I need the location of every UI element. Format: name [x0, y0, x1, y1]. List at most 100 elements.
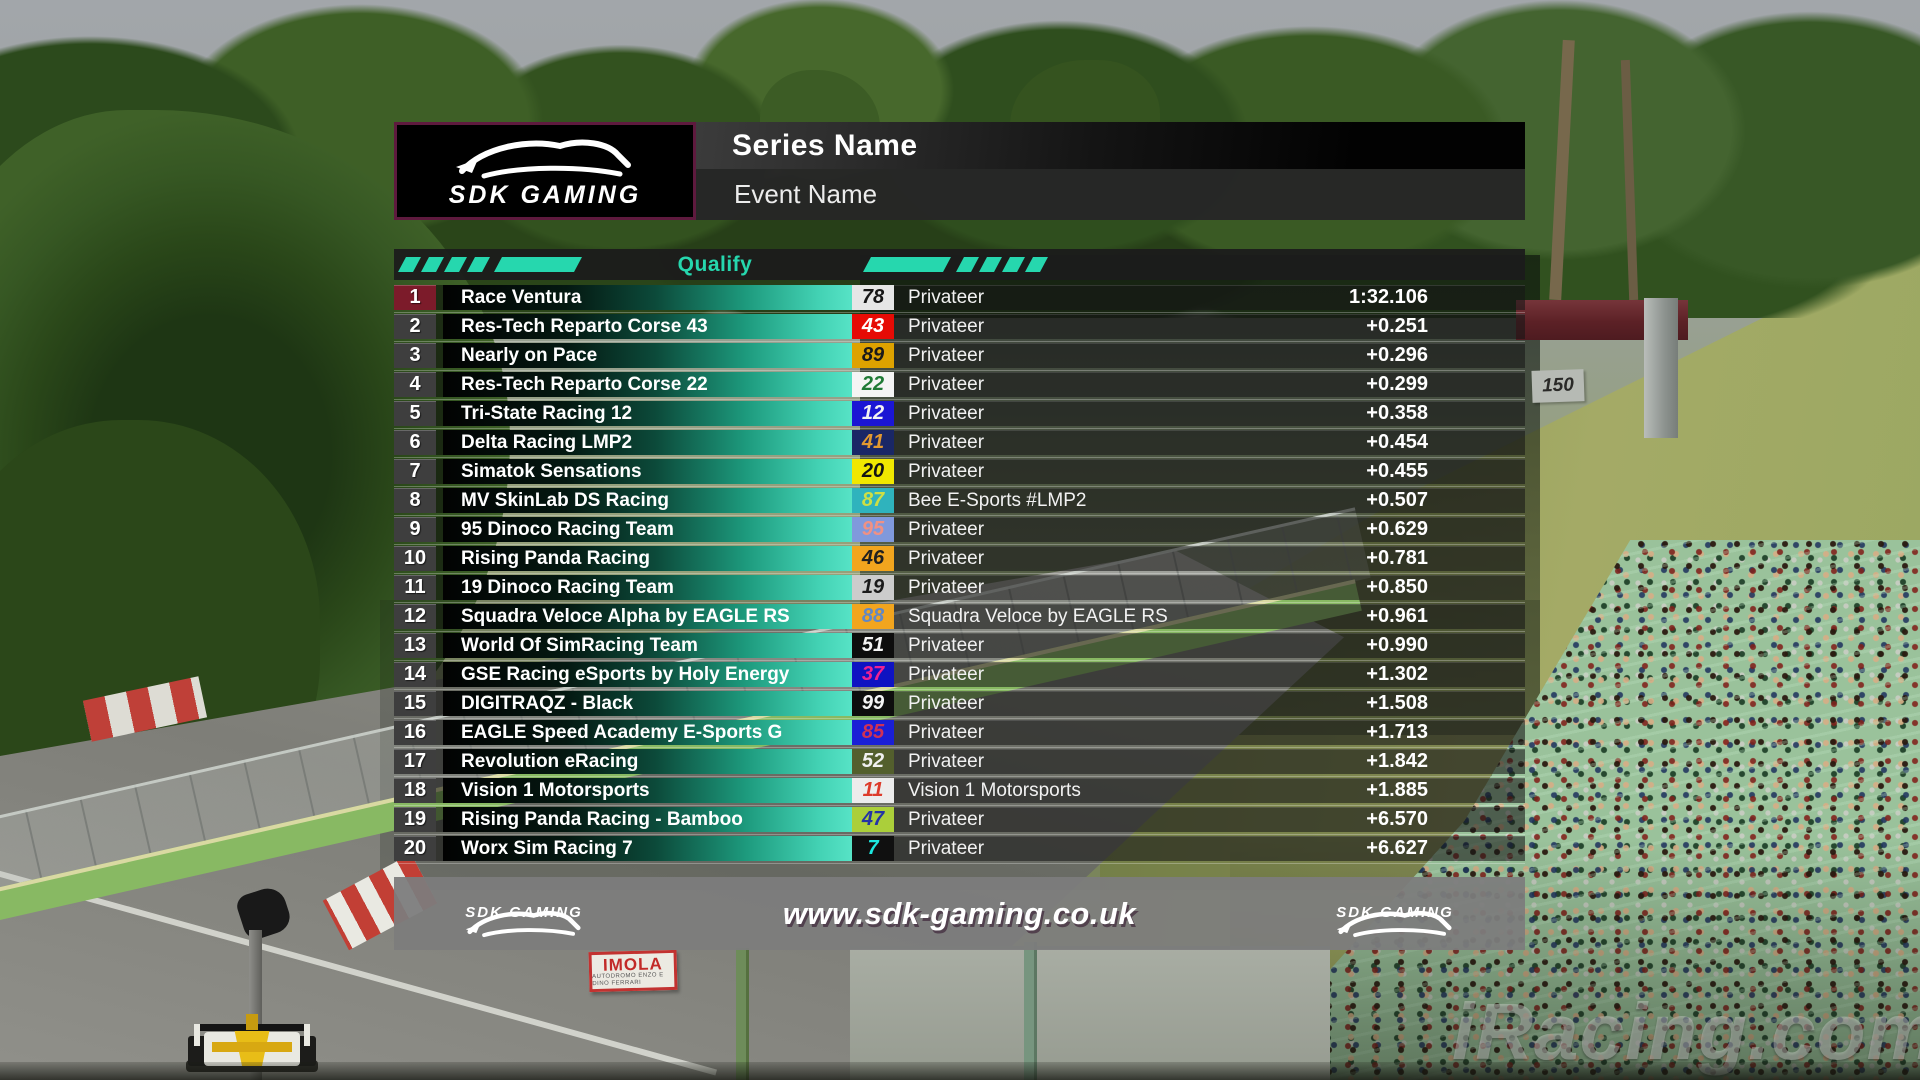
time-gap: +1.508 [1366, 692, 1428, 714]
team-cell: Privateer +0.990 [894, 633, 1525, 658]
car-number-badge: 37 [852, 662, 894, 687]
time-gap: +0.629 [1366, 518, 1428, 540]
time-gap: +1.713 [1366, 721, 1428, 743]
car-number-badge: 19 [852, 575, 894, 600]
result-row: 3 Nearly on Pace 89 Privateer +0.296 [394, 343, 1525, 371]
car-number-badge: 41 [852, 430, 894, 455]
team-cell: Privateer +1.842 [894, 749, 1525, 774]
position-cell: 3 [394, 343, 436, 368]
fence-post [736, 948, 749, 1080]
position-cell: 19 [394, 807, 436, 832]
car-number-badge: 51 [852, 633, 894, 658]
team-cell: Privateer +0.296 [894, 343, 1525, 368]
cell-gap [436, 517, 443, 542]
imola-sign: IMOLA AUTODROMO ENZO E DINO FERRARI [588, 949, 678, 993]
result-row: 17 Revolution eRacing 52 Privateer +1.84… [394, 749, 1525, 777]
time-gap: +1.302 [1366, 663, 1428, 685]
car-number-badge: 78 [852, 285, 894, 310]
result-row: 12 Squadra Veloce Alpha by EAGLE RS 88 S… [394, 604, 1525, 632]
cell-gap [436, 836, 443, 861]
driver-name-cell: MV SkinLab DS Racing [443, 488, 852, 513]
position-cell: 6 [394, 430, 436, 455]
result-row: 5 Tri-State Racing 12 12 Privateer +0.35… [394, 401, 1525, 429]
position-cell: 13 [394, 633, 436, 658]
position-cell: 15 [394, 691, 436, 716]
accent-stripe [398, 257, 421, 272]
driver-name-cell: 95 Dinoco Racing Team [443, 517, 852, 542]
car-number-badge: 46 [852, 546, 894, 571]
team-cell: Squadra Veloce by EAGLE RS +0.961 [894, 604, 1525, 629]
team-cell: Privateer +0.251 [894, 314, 1525, 339]
team-cell: Bee E-Sports #LMP2 +0.507 [894, 488, 1525, 513]
result-row: 10 Rising Panda Racing 46 Privateer +0.7… [394, 546, 1525, 574]
time-gap: +0.455 [1366, 460, 1428, 482]
team-cell: Privateer +0.455 [894, 459, 1525, 484]
accent-stripe [421, 257, 444, 272]
event-name: Event Name [734, 179, 878, 209]
cell-gap [436, 546, 443, 571]
results-table: 1 Race Ventura 78 Privateer 1:32.106 2 R… [394, 285, 1525, 865]
position-cell: 12 [394, 604, 436, 629]
cell-gap [436, 575, 443, 600]
team-name: Privateer [908, 635, 985, 656]
car-number-badge: 20 [852, 459, 894, 484]
position-cell: 7 [394, 459, 436, 484]
team-name: Privateer [908, 809, 985, 830]
position-cell: 9 [394, 517, 436, 542]
cell-gap [436, 285, 443, 310]
driver-name-cell: Tri-State Racing 12 [443, 401, 852, 426]
qualify-results-bar: Qualify results [394, 249, 1525, 307]
team-name: Privateer [908, 693, 985, 714]
driver-name-cell: Simatok Sensations [443, 459, 852, 484]
accent-stripe [979, 257, 1002, 272]
time-gap: +0.358 [1366, 402, 1428, 424]
car-number-badge: 88 [852, 604, 894, 629]
cell-gap [436, 401, 443, 426]
time-gap: +0.781 [1366, 547, 1428, 569]
position-cell: 10 [394, 546, 436, 571]
team-name: Bee E-Sports #LMP2 [908, 490, 1087, 511]
driver-name-cell: EAGLE Speed Academy E-Sports G [443, 720, 852, 745]
car-number-badge: 52 [852, 749, 894, 774]
team-name: Privateer [908, 548, 985, 569]
footer-logo-left: SDK GAMING [394, 904, 654, 937]
driver-name-cell: Rising Panda Racing [443, 546, 852, 571]
position-cell: 18 [394, 778, 436, 803]
distance-board-150: 150 [1531, 369, 1585, 403]
driver-name-cell: DIGITRAQZ - Black [443, 691, 852, 716]
car-number-badge: 7 [852, 836, 894, 861]
results-overlay-panel: Series Name Event Name SDK GAMING Qualif… [394, 122, 1525, 952]
cell-gap [436, 372, 443, 397]
car-number-badge: 95 [852, 517, 894, 542]
time-gap: +0.296 [1366, 344, 1428, 366]
position-cell: 16 [394, 720, 436, 745]
sdk-car-logo-icon [465, 910, 581, 937]
result-row: 15 DIGITRAQZ - Black 99 Privateer +1.508 [394, 691, 1525, 719]
team-cell: Privateer +6.627 [894, 836, 1525, 861]
result-row: 11 19 Dinoco Racing Team 19 Privateer +0… [394, 575, 1525, 603]
time-gap: +0.454 [1366, 431, 1428, 453]
team-cell: Vision 1 Motorsports +1.885 [894, 778, 1525, 803]
accent-stripe [444, 257, 467, 272]
position-cell: 20 [394, 836, 436, 861]
result-row: 4 Res-Tech Reparto Corse 22 22 Privateer… [394, 372, 1525, 400]
team-name: Privateer [908, 577, 985, 598]
driver-name-cell: Rising Panda Racing - Bamboo [443, 807, 852, 832]
accent-bar [863, 257, 951, 272]
time-gap: +0.299 [1366, 373, 1428, 395]
driver-name-cell: Vision 1 Motorsports [443, 778, 852, 803]
result-row: 14 GSE Racing eSports by Holy Energy 37 … [394, 662, 1525, 690]
position-cell: 8 [394, 488, 436, 513]
team-name: Privateer [908, 519, 985, 540]
position-cell: 17 [394, 749, 436, 774]
accent-stripe [1002, 257, 1025, 272]
position-cell: 5 [394, 401, 436, 426]
team-name: Privateer [908, 751, 985, 772]
iracing-watermark: iRacing.com [1452, 987, 1920, 1076]
team-cell: Privateer +0.850 [894, 575, 1525, 600]
team-name: Privateer [908, 722, 985, 743]
driver-name-cell: Res-Tech Reparto Corse 22 [443, 372, 852, 397]
cell-gap [436, 314, 443, 339]
time-gap: +6.627 [1366, 837, 1428, 859]
car-number-badge: 99 [852, 691, 894, 716]
